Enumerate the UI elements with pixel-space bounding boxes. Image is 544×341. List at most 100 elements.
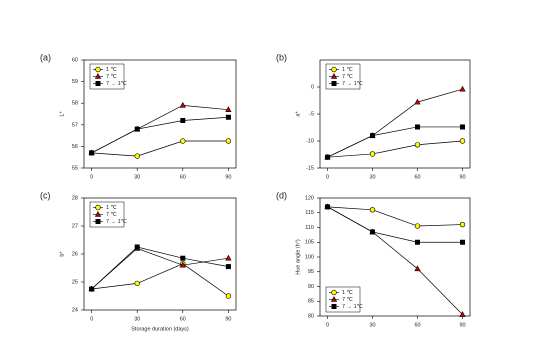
y-axis-label: b* [59, 251, 65, 257]
legend-label: 7 ℃ [106, 212, 118, 218]
y-axis-label: Hue angle (h°) [295, 239, 301, 275]
marker [134, 244, 140, 250]
legend-label: 7 ℃ [342, 297, 354, 303]
panel-label: (b) [276, 52, 287, 62]
marker [459, 311, 466, 317]
marker [414, 265, 421, 272]
marker [459, 124, 465, 130]
x-tick-label: 90 [459, 174, 465, 180]
series-line [327, 206, 463, 227]
marker [414, 239, 420, 245]
legend-label: 1 ℃ [106, 205, 118, 211]
x-tick-label: 60 [414, 322, 420, 328]
y-tick-label: 90 [308, 284, 314, 290]
marker [225, 254, 232, 261]
y-tick-label: 55 [72, 165, 78, 171]
legend-marker [331, 66, 337, 73]
marker [414, 124, 420, 130]
legend-marker [331, 289, 337, 296]
y-tick-label: 57 [72, 122, 78, 128]
legend-label: 7 → 1℃ [342, 304, 364, 310]
y-tick-label: 0 [311, 84, 314, 90]
series-line [327, 140, 463, 158]
y-axis-label: a* [295, 111, 301, 117]
marker [459, 138, 466, 144]
marker [225, 138, 232, 144]
legend-label: 1 ℃ [106, 67, 118, 73]
legend-marker [330, 73, 338, 79]
legend-marker [94, 73, 102, 79]
marker [414, 98, 421, 105]
marker [134, 126, 140, 132]
x-tick-label: 60 [180, 316, 186, 322]
legend-label: 7 ℃ [106, 74, 118, 80]
x-axis-label: Storage duration (days) [131, 326, 189, 332]
x-tick-label: 30 [134, 316, 140, 322]
y-tick-label: 28 [72, 195, 78, 201]
x-tick-label: 0 [90, 316, 93, 322]
marker [180, 255, 186, 261]
marker [414, 223, 421, 229]
series-line [91, 263, 229, 297]
y-tick-label: 27 [72, 223, 78, 229]
y-tick-label: -5 [309, 111, 314, 117]
legend-marker [94, 211, 102, 217]
marker [324, 154, 330, 160]
x-tick-label: 60 [180, 174, 186, 180]
marker [369, 133, 375, 139]
legend-marker [95, 81, 101, 87]
y-tick-label: 100 [305, 254, 314, 260]
panel-label: (d) [276, 190, 287, 200]
marker [369, 207, 376, 213]
marker [459, 85, 466, 92]
y-tick-label: 110 [305, 225, 314, 231]
legend-label: 1 ℃ [342, 67, 354, 73]
y-tick-label: 58 [72, 101, 78, 107]
y-tick-label: 59 [72, 79, 78, 85]
marker [225, 114, 231, 120]
x-tick-label: 30 [134, 174, 140, 180]
series-line [91, 247, 229, 290]
y-tick-label: 25 [72, 279, 78, 285]
x-tick-label: 0 [326, 174, 329, 180]
legend-label: 7 → 1℃ [106, 81, 128, 87]
y-tick-label: 95 [308, 269, 314, 275]
marker [369, 229, 375, 235]
series-line [327, 126, 463, 158]
x-tick-label: 0 [90, 174, 93, 180]
marker [459, 239, 465, 245]
y-tick-label: 105 [305, 240, 314, 246]
series-line [327, 206, 463, 243]
x-tick-label: 90 [459, 322, 465, 328]
y-tick-label: 56 [72, 144, 78, 150]
y-tick-label: 85 [308, 299, 314, 305]
x-tick-label: 90 [225, 316, 231, 322]
y-tick-label: 80 [308, 313, 314, 319]
legend-marker [95, 219, 101, 225]
series-line [91, 246, 229, 290]
legend-marker [331, 303, 337, 309]
marker [179, 261, 186, 268]
y-tick-label: -10 [306, 138, 314, 144]
marker [134, 153, 140, 159]
legend-label: 7 → 1℃ [342, 81, 364, 87]
legend-label: 7 → 1℃ [106, 219, 128, 225]
marker [225, 106, 232, 112]
plot-frame [83, 59, 237, 169]
panel-label: (a) [40, 52, 51, 62]
marker [179, 101, 186, 108]
legend-label: 1 ℃ [342, 290, 354, 296]
x-tick-label: 0 [326, 322, 329, 328]
legend-marker [95, 204, 101, 211]
x-tick-label: 30 [369, 174, 375, 180]
marker [89, 150, 95, 156]
marker [459, 221, 466, 228]
panel-label: (c) [40, 190, 51, 200]
marker [225, 293, 232, 299]
legend-label: 7 ℃ [342, 74, 354, 80]
y-tick-label: 24 [72, 307, 78, 313]
legend-marker [95, 66, 101, 73]
y-tick-label: 115 [305, 210, 314, 216]
y-tick-label: 60 [72, 57, 78, 63]
